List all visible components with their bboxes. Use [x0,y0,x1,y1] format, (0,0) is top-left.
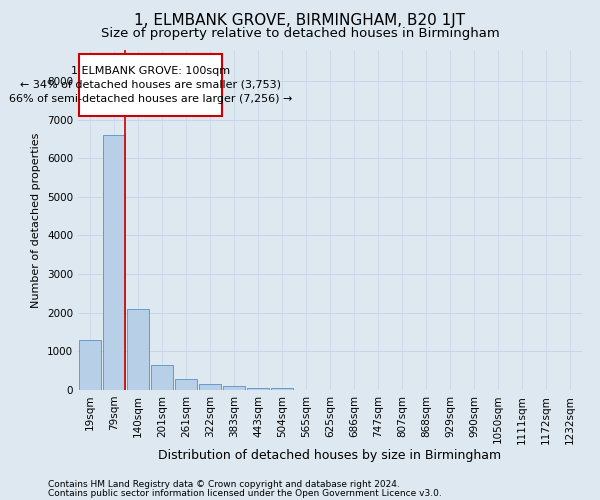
Text: 1 ELMBANK GROVE: 100sqm
← 34% of detached houses are smaller (3,753)
66% of semi: 1 ELMBANK GROVE: 100sqm ← 34% of detache… [9,66,292,104]
Text: Contains public sector information licensed under the Open Government Licence v3: Contains public sector information licen… [48,489,442,498]
FancyBboxPatch shape [79,54,222,116]
Y-axis label: Number of detached properties: Number of detached properties [31,132,41,308]
Bar [223,386,245,390]
Bar [127,309,149,390]
X-axis label: Distribution of detached houses by size in Birmingham: Distribution of detached houses by size … [158,449,502,462]
Bar [199,384,221,390]
Bar [175,379,197,390]
Bar [103,135,125,390]
Text: Size of property relative to detached houses in Birmingham: Size of property relative to detached ho… [101,28,499,40]
Text: 1, ELMBANK GROVE, BIRMINGHAM, B20 1JT: 1, ELMBANK GROVE, BIRMINGHAM, B20 1JT [134,12,466,28]
Bar [79,340,101,390]
Bar [247,388,269,390]
Bar [271,388,293,390]
Bar [151,365,173,390]
Text: Contains HM Land Registry data © Crown copyright and database right 2024.: Contains HM Land Registry data © Crown c… [48,480,400,489]
